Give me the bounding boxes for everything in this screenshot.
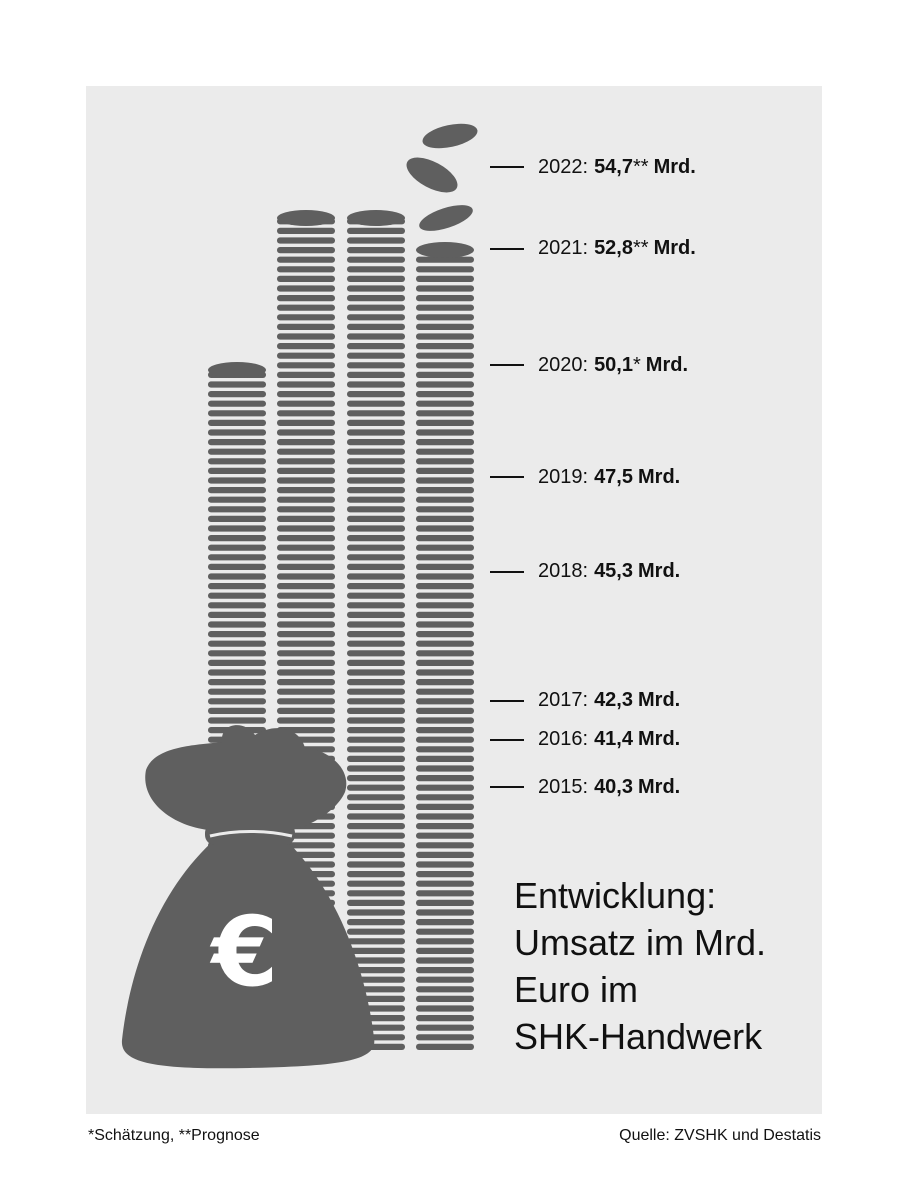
label-unit: Mrd. [638, 728, 681, 751]
coin-stack-3-top [347, 210, 405, 226]
label-leader-line [490, 476, 524, 478]
label-unit: Mrd. [638, 465, 681, 488]
value-label-2016: 2016: 41,4 Mrd. [490, 725, 680, 755]
label-leader-line [490, 166, 524, 168]
value-label-2019: 2019: 47,5 Mrd. [490, 462, 680, 492]
value-label-2022: 2022: 54,7 ** Mrd. [490, 152, 696, 182]
coin-stack-4 [416, 242, 474, 1050]
label-leader-line [490, 699, 524, 702]
value-label-2015: 2015: 40,3 Mrd. [490, 772, 680, 802]
label-value: 52,8 [594, 237, 633, 260]
label-unit: Mrd. [638, 775, 681, 798]
coin-stack-1-top [208, 362, 266, 378]
label-year: 2017: [538, 689, 589, 712]
coin-stack-3 [347, 210, 405, 1050]
label-value: 42,3 [594, 689, 633, 712]
source-note: Quelle: ZVSHK und Destatis [619, 1127, 821, 1144]
label-year: 2015: [538, 775, 589, 798]
label-value: 41,4 [594, 728, 633, 751]
label-year: 2020: [538, 353, 589, 376]
label-leader-line [490, 247, 524, 250]
label-value: 50,1 [594, 353, 633, 376]
title-line-1: Entwicklung: [514, 875, 717, 916]
value-label-2017: 2017: 42,3 Mrd. [490, 686, 680, 716]
label-value: 47,5 [594, 465, 633, 488]
label-value: 54,7 [594, 155, 633, 178]
value-label-2020: 2020: 50,1 * Mrd. [490, 350, 688, 380]
title-line-3: Euro im [514, 969, 639, 1010]
value-label-2018: 2018: 45,3 Mrd. [490, 557, 680, 587]
label-year: 2019: [538, 465, 589, 488]
label-year: 2016: [538, 728, 589, 751]
label-unit: Mrd. [638, 689, 681, 712]
label-leader-line [490, 738, 524, 741]
label-unit: Mrd. [638, 560, 681, 583]
label-footnote-mark: ** [633, 155, 649, 178]
label-year: 2018: [538, 560, 589, 583]
label-leader-line [490, 364, 524, 367]
label-unit: Mrd. [653, 155, 696, 178]
title-line-4: SHK-Handwerk [514, 1016, 763, 1057]
label-unit: Mrd. [645, 353, 689, 376]
falling-coins [406, 123, 478, 231]
label-leader-line [490, 786, 524, 788]
coin-stack-2-top [277, 210, 335, 226]
label-footnote-mark: * [633, 353, 641, 376]
label-value: 45,3 [594, 560, 633, 583]
label-footnote-mark: ** [633, 237, 649, 260]
money-bag-icon: € [121, 725, 375, 1069]
euro-icon: € [210, 896, 279, 1008]
label-year: 2021: [538, 237, 589, 260]
label-value: 40,3 [594, 775, 633, 798]
coin-stack-4-top [416, 242, 474, 258]
label-year: 2022: [538, 155, 589, 178]
footnote: *Schätzung, **Prognose [88, 1127, 260, 1144]
title-line-2: Umsatz im Mrd. [514, 922, 766, 963]
value-label-2021: 2021: 52,8 ** Mrd. [490, 234, 696, 264]
label-unit: Mrd. [653, 237, 696, 260]
label-leader-line [490, 570, 524, 573]
chart-title: Entwicklung: Umsatz im Mrd. Euro im SHK-… [514, 872, 814, 1060]
